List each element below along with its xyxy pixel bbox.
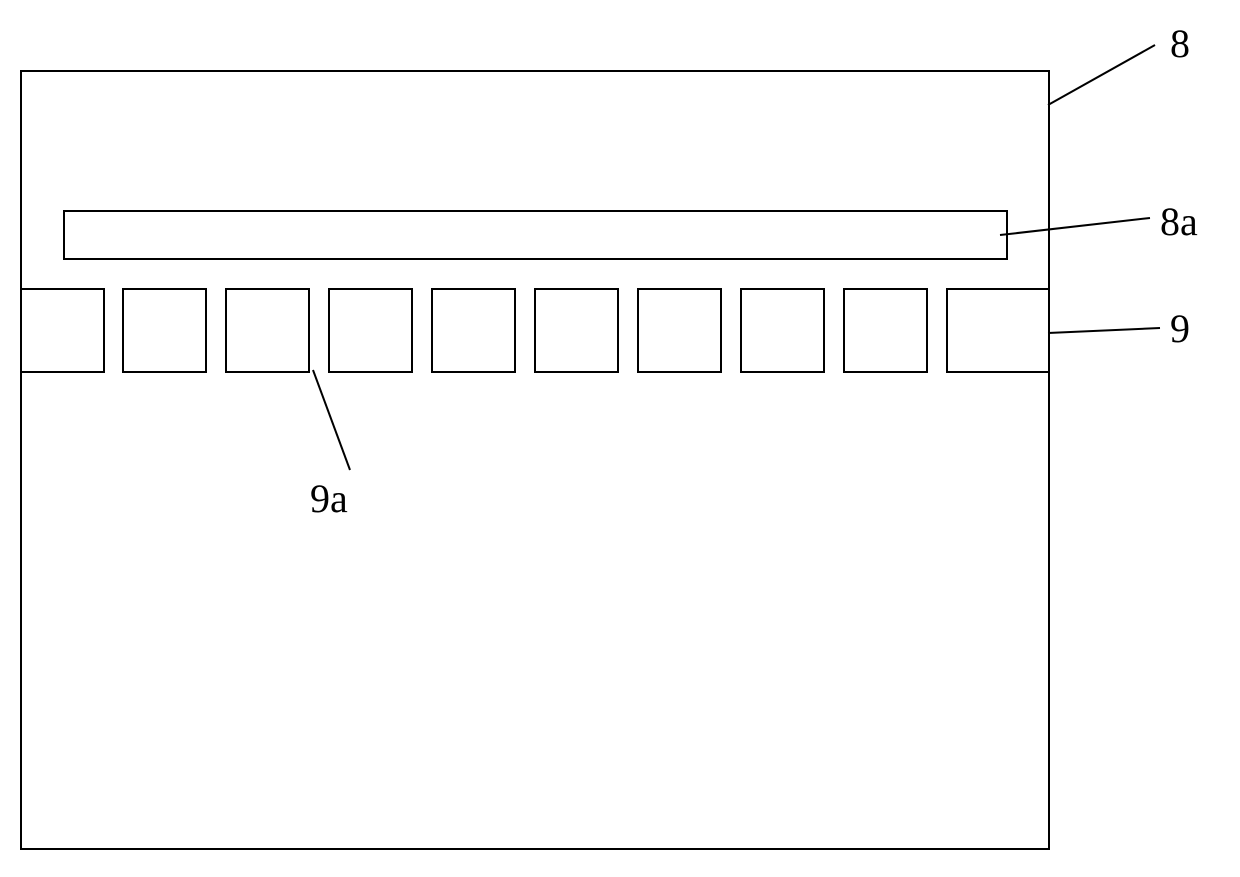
slot-8a xyxy=(63,210,1008,260)
outer-frame xyxy=(20,70,1050,850)
square-3 xyxy=(328,288,413,373)
label-8: 8 xyxy=(1170,20,1190,67)
square-8 xyxy=(843,288,928,373)
label-8a: 8a xyxy=(1160,198,1198,245)
square-7 xyxy=(740,288,825,373)
label-9a: 9a xyxy=(310,475,348,522)
square-1 xyxy=(122,288,207,373)
square-5 xyxy=(534,288,619,373)
square-6 xyxy=(637,288,722,373)
square-2 xyxy=(225,288,310,373)
leader-8 xyxy=(1048,45,1155,105)
label-9: 9 xyxy=(1170,305,1190,352)
leader-9 xyxy=(1048,328,1160,333)
square-9 xyxy=(946,288,1050,373)
square-0 xyxy=(20,288,105,373)
square-4 xyxy=(431,288,516,373)
